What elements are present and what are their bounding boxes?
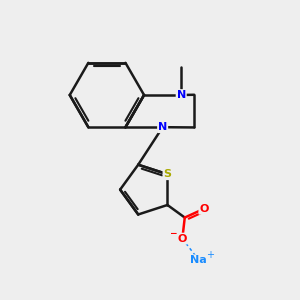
Text: O: O: [199, 204, 209, 214]
Text: +: +: [206, 250, 214, 260]
Text: −: −: [169, 229, 177, 238]
Text: Na: Na: [190, 255, 207, 265]
Text: N: N: [177, 90, 186, 100]
Text: S: S: [164, 169, 171, 179]
Text: O: O: [178, 234, 187, 244]
Text: N: N: [158, 122, 167, 132]
